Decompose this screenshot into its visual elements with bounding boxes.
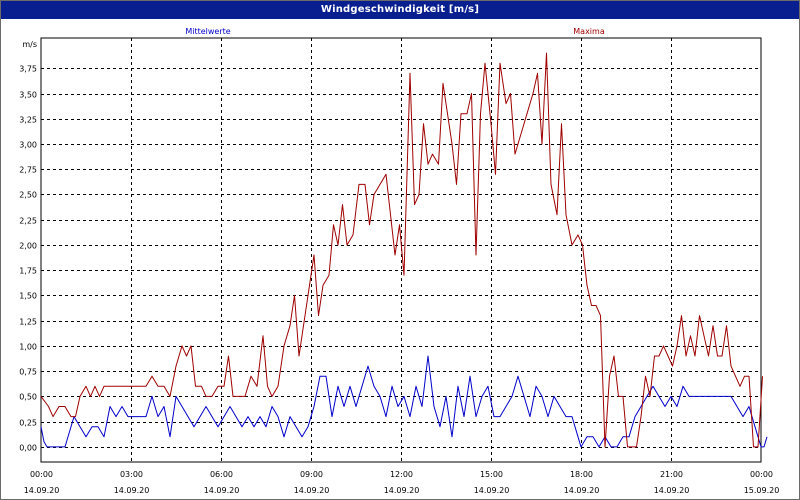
y-tick-label: 1,50: [19, 292, 37, 301]
y-tick-label: 0,50: [19, 393, 37, 402]
y-tick-label: 2,00: [19, 242, 37, 251]
x-tick-date: 14.09.20: [384, 486, 420, 495]
x-tick-time: 00:00: [30, 470, 53, 479]
x-tick-time: 15:00: [480, 470, 503, 479]
y-tick-label: 2,75: [19, 166, 37, 175]
x-tick-date: 14.09.20: [564, 486, 600, 495]
y-tick-label: 2,25: [19, 217, 37, 226]
x-tick-date: 14.09.20: [24, 486, 60, 495]
legend-maxima: Maxima: [573, 27, 605, 36]
y-tick-label: 1,25: [19, 318, 37, 327]
x-tick-time: 03:00: [120, 470, 143, 479]
y-tick-label: 3,00: [19, 141, 37, 150]
y-axis-unit: m/s: [22, 40, 37, 49]
y-tick-label: 1,75: [19, 267, 37, 276]
y-tick-label: 0,25: [19, 419, 37, 428]
x-tick-time: 12:00: [390, 470, 413, 479]
x-tick-time: 00:00: [750, 470, 773, 479]
y-tick-label: 1,00: [19, 343, 37, 352]
legend-mittelwerte: Mittelwerte: [185, 27, 230, 36]
x-tick-date: 14.09.20: [114, 486, 150, 495]
x-tick-time: 06:00: [210, 470, 233, 479]
series-line-mittelwerte: [40, 355, 768, 448]
y-tick-label: 3,50: [19, 91, 37, 100]
x-tick-time: 21:00: [660, 470, 683, 479]
x-tick-date: 14.09.20: [654, 486, 690, 495]
series-line-maxima: [40, 52, 763, 448]
y-tick-label: 3,75: [19, 65, 37, 74]
y-tick-label: 3,25: [19, 116, 37, 125]
x-tick-date: 14.09.20: [474, 486, 510, 495]
x-tick-date: 14.09.20: [204, 486, 240, 495]
x-tick-time: 18:00: [570, 470, 593, 479]
y-tick-label: 2,50: [19, 191, 37, 200]
y-tick-label: 0,75: [19, 368, 37, 377]
x-tick-date: 15.09.20: [744, 486, 780, 495]
x-tick-time: 09:00: [300, 470, 323, 479]
y-tick-label: 0,00: [19, 444, 37, 453]
chart-title: Windgeschwindigkeit [m/s]: [1, 1, 799, 19]
x-tick-date: 14.09.20: [294, 486, 330, 495]
wind-speed-chart: 0,00 0,25 0,50 0,75 1,00 1,25 1,50 1,75 2,00 2,25…: [19, 27, 780, 495]
